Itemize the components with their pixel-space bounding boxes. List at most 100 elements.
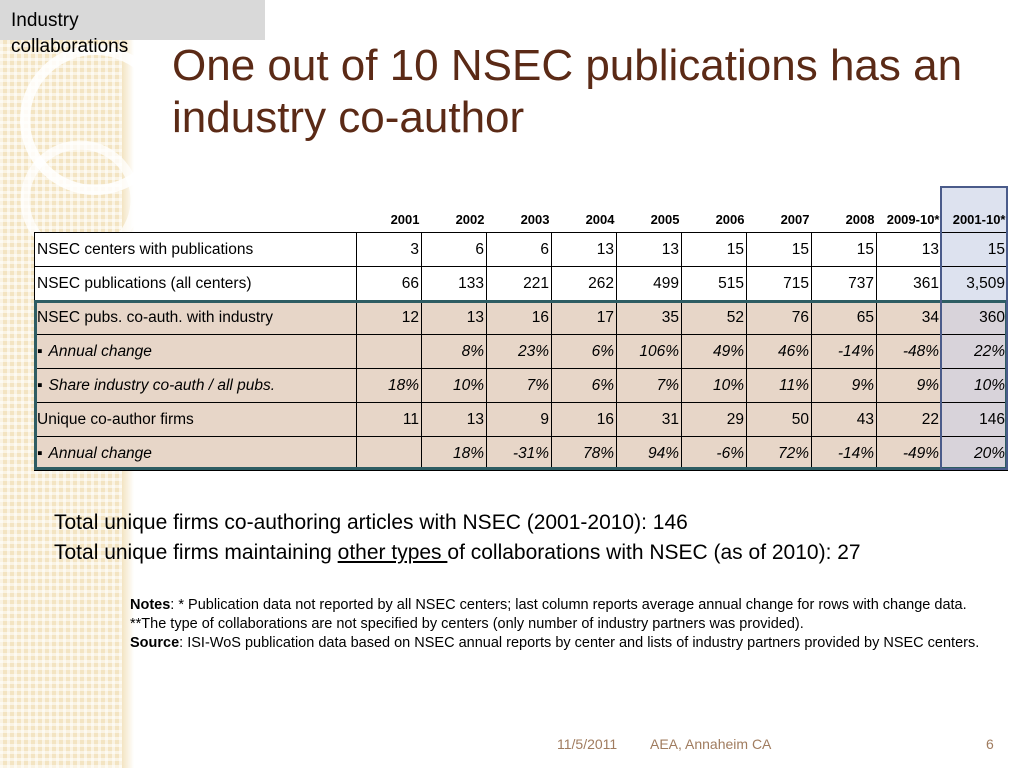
table-row: ▪ Annual change 18% -31% 78% 94% -6% 72% -14% -49… — [34, 436, 1008, 471]
table-cell: 360 — [941, 300, 1008, 335]
table-cell: -48% — [876, 334, 942, 369]
table-cell: 6 — [421, 232, 487, 267]
column-header — [35, 186, 357, 233]
table-cell: 9 — [486, 402, 552, 437]
row-label: NSEC pubs. co-auth. with industry — [34, 300, 357, 335]
table-cell: 17 — [551, 300, 617, 335]
row-label: ▪ Annual change — [34, 334, 357, 369]
table-row: NSEC pubs. co-auth. with industry 12 13 16 1… — [34, 300, 1008, 335]
table-cell: 13 — [421, 402, 487, 437]
table-cell: -14% — [811, 334, 877, 369]
table-cell: 7% — [486, 368, 552, 403]
source-paragraph: Source: ISI-WoS publication data based o… — [130, 635, 980, 651]
table-cell: 3 — [356, 232, 422, 267]
table-cell: 9% — [811, 368, 877, 403]
table-cell: 52 — [681, 300, 747, 335]
table-cell: 22 — [876, 402, 942, 437]
table-cell: 11 — [356, 402, 422, 437]
table-cell — [356, 436, 422, 471]
table-cell: 46% — [746, 334, 812, 369]
table-cell: 13 — [876, 232, 942, 267]
table-cell: 515 — [681, 266, 747, 301]
table-cell: 11% — [746, 368, 812, 403]
table-cell: 133 — [421, 266, 487, 301]
table-cell: 15 — [681, 232, 747, 267]
table-cell: 35 — [616, 300, 682, 335]
table-cell: 65 — [811, 300, 877, 335]
column-header: 2007 — [780, 212, 810, 227]
table-cell: 361 — [876, 266, 942, 301]
table-cell: 29 — [681, 402, 747, 437]
summary-line-2: Total unique firms maintaining other typ… — [54, 541, 861, 564]
row-label: Unique co-author firms — [34, 402, 357, 437]
table-cell: 9% — [876, 368, 942, 403]
summary-line-1: Total unique firms co-authoring articles… — [54, 511, 688, 534]
row-label: ▪ Annual change — [34, 436, 357, 471]
table-cell: 76 — [746, 300, 812, 335]
table-row: ▪ Share industry co-auth / all pubs. 18% 10… — [34, 368, 1008, 403]
table-cell: 49% — [681, 334, 747, 369]
table-cell: 221 — [486, 266, 552, 301]
table-header-row: 2001 2002 2003 2004 2005 2006 2007 2008 … — [35, 186, 1008, 233]
table-cell: -14% — [811, 436, 877, 471]
table-row: Unique co-author firms 11 13 9 16 31 29 50 43 22 1… — [34, 402, 1008, 437]
table-cell: 737 — [811, 266, 877, 301]
table-cell: 13 — [421, 300, 487, 335]
table-cell — [356, 334, 422, 369]
table-cell: 16 — [551, 402, 617, 437]
bullet-icon: ▪ — [37, 342, 43, 360]
table-cell: 72% — [746, 436, 812, 471]
publications-table: 2001 2002 2003 2004 2005 2006 2007 2008 … — [34, 186, 1008, 471]
table-cell: 22% — [941, 334, 1008, 369]
table-cell: 34 — [876, 300, 942, 335]
table-cell: 18% — [421, 436, 487, 471]
table-row: NSEC centers with publications 3 6 6 13 13 15 1… — [34, 232, 1008, 267]
table-cell: 94% — [616, 436, 682, 471]
table-row: NSEC publications (all centers) 66 133 221 2… — [34, 266, 1008, 301]
table-cell: 262 — [551, 266, 617, 301]
table-cell: 66 — [356, 266, 422, 301]
table-cell: 12 — [356, 300, 422, 335]
table-cell: 18% — [356, 368, 422, 403]
table-cell: 15 — [811, 232, 877, 267]
column-header: 2009-10* — [886, 212, 940, 227]
table-cell: 6% — [551, 368, 617, 403]
table-cell: -31% — [486, 436, 552, 471]
table-cell: 499 — [616, 266, 682, 301]
table-cell: 3,509 — [941, 266, 1008, 301]
summary-text: Total unique firms co-authoring articles… — [54, 508, 1024, 568]
table-cell: 15 — [746, 232, 812, 267]
footer-date: 11/5/2011 — [557, 736, 618, 752]
column-header: 2001 — [390, 212, 420, 227]
table-cell: 6 — [486, 232, 552, 267]
table-cell: -49% — [876, 436, 942, 471]
column-header: 2008 — [845, 212, 875, 227]
table-cell: 8% — [421, 334, 487, 369]
table-cell: 715 — [746, 266, 812, 301]
column-header: 2004 — [585, 212, 615, 227]
underlined-phrase: other types — [337, 541, 448, 564]
table-cell: 146 — [941, 402, 1008, 437]
notes-block: Notes: * Publication data not reported b… — [130, 596, 992, 653]
page-number: 6 — [986, 736, 994, 752]
table-cell: 10% — [941, 368, 1008, 403]
bullet-icon: ▪ — [37, 376, 43, 394]
column-header: 2001-10* — [941, 186, 1008, 233]
publications-table-wrap: 2001 2002 2003 2004 2005 2006 2007 2008 … — [34, 186, 1008, 471]
slide-title: One out of 10 NSEC publications has an i… — [172, 41, 963, 142]
table-cell: 13 — [551, 232, 617, 267]
table-cell: 15 — [941, 232, 1008, 267]
table-cell: -6% — [681, 436, 747, 471]
footer-venue: AEA, Annaheim CA — [650, 736, 772, 752]
table-cell: 7% — [616, 368, 682, 403]
column-header: 2006 — [715, 212, 745, 227]
column-header: 2003 — [520, 212, 550, 227]
table-cell: 23% — [486, 334, 552, 369]
table-cell: 13 — [616, 232, 682, 267]
section-tag: Industry collaborations — [0, 0, 265, 57]
column-header: 2005 — [650, 212, 680, 227]
notes-paragraph: Notes: * Publication data not reported b… — [130, 597, 967, 632]
table-cell: 106% — [616, 334, 682, 369]
table-cell: 16 — [486, 300, 552, 335]
column-header: 2002 — [455, 212, 485, 227]
